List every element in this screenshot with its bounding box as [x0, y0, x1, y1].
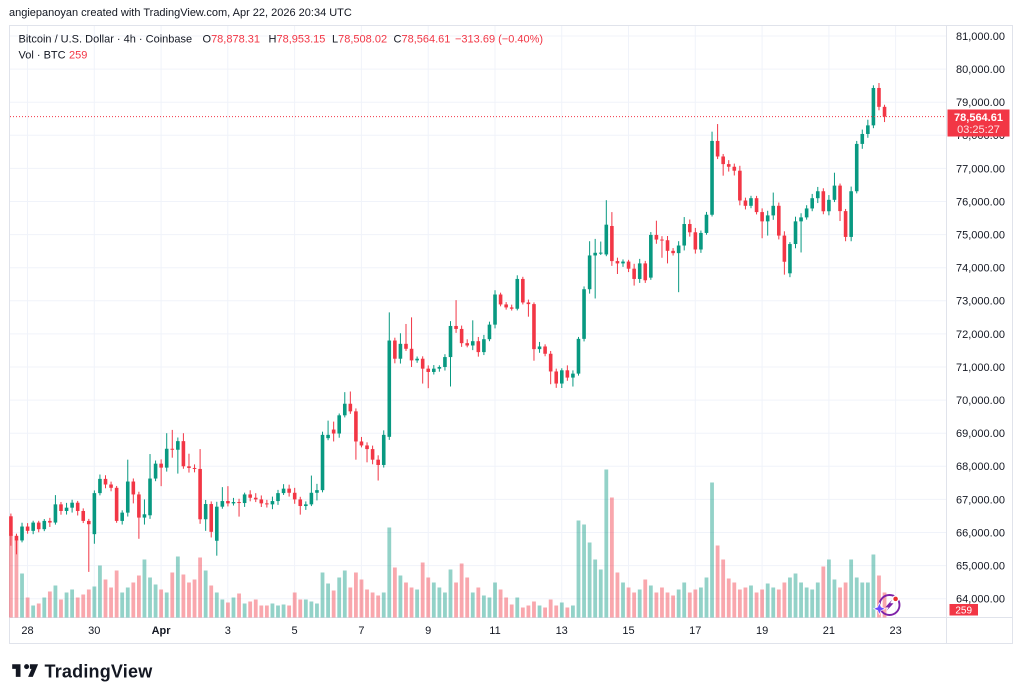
- svg-text:65,000.00: 65,000.00: [956, 561, 1005, 573]
- svg-text:9: 9: [425, 625, 431, 637]
- svg-text:3: 3: [225, 625, 231, 637]
- svg-text:19: 19: [756, 625, 768, 637]
- svg-text:74,000.00: 74,000.00: [956, 263, 1005, 275]
- svg-text:angiepanoyan created with Trad: angiepanoyan created with TradingView.co…: [9, 7, 352, 19]
- svg-text:13: 13: [556, 625, 568, 637]
- svg-text:Apr: Apr: [152, 625, 172, 637]
- svg-text:73,000.00: 73,000.00: [956, 296, 1005, 308]
- svg-text:259: 259: [69, 49, 87, 61]
- svg-text:15: 15: [622, 625, 634, 637]
- svg-text:71,000.00: 71,000.00: [956, 362, 1005, 374]
- svg-text:21: 21: [823, 625, 835, 637]
- svg-text:76,000.00: 76,000.00: [956, 196, 1005, 208]
- svg-text:30: 30: [88, 625, 100, 637]
- svg-text:81,000.00: 81,000.00: [956, 31, 1005, 43]
- svg-text:75,000.00: 75,000.00: [956, 230, 1005, 242]
- svg-text:−313.69 (−0.40%): −313.69 (−0.40%): [455, 34, 543, 46]
- svg-text:17: 17: [689, 625, 701, 637]
- svg-text:66,000.00: 66,000.00: [956, 527, 1005, 539]
- svg-text:H78,953.15: H78,953.15: [269, 34, 326, 46]
- svg-text:TradingView: TradingView: [45, 662, 154, 682]
- svg-text:70,000.00: 70,000.00: [956, 395, 1005, 407]
- svg-text:80,000.00: 80,000.00: [956, 64, 1005, 76]
- svg-text:7: 7: [358, 625, 364, 637]
- svg-text:5: 5: [292, 625, 298, 637]
- svg-text:64,000.00: 64,000.00: [956, 594, 1005, 606]
- svg-text:L78,508.02: L78,508.02: [332, 34, 387, 46]
- svg-text:Bitcoin / U.S. Dollar · 4h · C: Bitcoin / U.S. Dollar · 4h · Coinbase: [19, 34, 193, 46]
- svg-text:77,000.00: 77,000.00: [956, 163, 1005, 175]
- svg-text:67,000.00: 67,000.00: [956, 494, 1005, 506]
- svg-text:259: 259: [955, 605, 972, 616]
- svg-text:78,564.61: 78,564.61: [954, 112, 1003, 124]
- svg-text:28: 28: [21, 625, 33, 637]
- svg-text:68,000.00: 68,000.00: [956, 461, 1005, 473]
- svg-text:Vol · BTC: Vol · BTC: [19, 49, 66, 61]
- svg-text:23: 23: [889, 625, 901, 637]
- svg-text:C78,564.61: C78,564.61: [394, 34, 451, 46]
- svg-text:72,000.00: 72,000.00: [956, 329, 1005, 341]
- svg-text:03:25:27: 03:25:27: [957, 124, 1000, 136]
- svg-text:O78,878.31: O78,878.31: [203, 34, 261, 46]
- svg-text:11: 11: [489, 625, 500, 637]
- svg-text:79,000.00: 79,000.00: [956, 97, 1005, 109]
- svg-text:69,000.00: 69,000.00: [956, 428, 1005, 440]
